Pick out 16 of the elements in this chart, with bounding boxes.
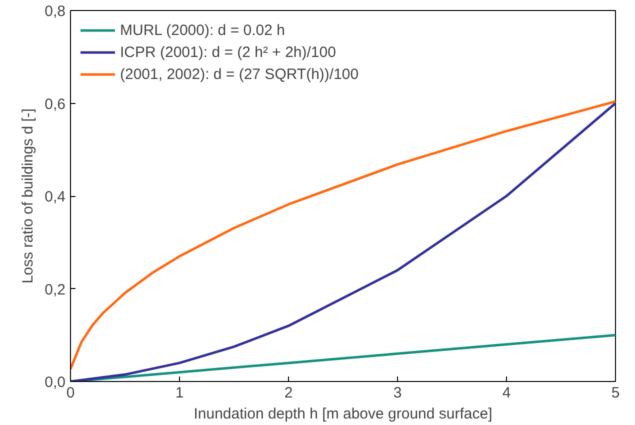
y-tick-label: 0,8 <box>44 3 66 20</box>
legend-label: (2001, 2002): d = (27 SQRT(h))/100 <box>120 65 359 83</box>
x-tick-label: 4 <box>502 384 511 402</box>
x-tick-label: 1 <box>175 384 184 402</box>
x-tick-label: 3 <box>393 384 402 402</box>
legend-label: ICPR (2001): d = (2 h² + 2h)/100 <box>120 43 336 61</box>
legend-label: MURL (2000): d = 0.02 h <box>120 21 285 39</box>
y-axis-title: Loss ratio of buildings d [-] <box>20 108 37 284</box>
x-tick-label: 2 <box>284 384 293 402</box>
y-tick-label: 0,6 <box>44 96 66 113</box>
x-tick-label: 0 <box>66 384 75 402</box>
x-axis-title: Inundation depth h [m above ground surface] <box>194 406 492 422</box>
y-tick-label: 0,4 <box>44 188 66 206</box>
x-tick-label: 5 <box>611 384 620 402</box>
y-tick-label: 0,0 <box>44 374 66 391</box>
y-tick-label: 0,2 <box>44 281 66 298</box>
